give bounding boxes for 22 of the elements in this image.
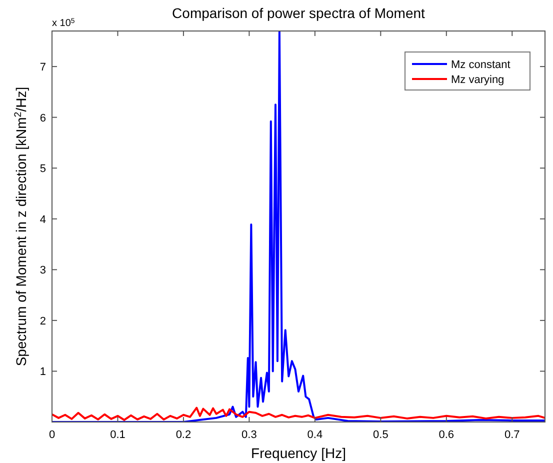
line-series	[52, 406, 545, 421]
y-tick-label: 7	[40, 62, 46, 74]
chart-title: Comparison of power spectra of Moment	[172, 5, 426, 21]
x-axis-title: Frequency [Hz]	[251, 445, 346, 461]
y-tick-label: 5	[40, 163, 46, 176]
x-tick-label: 0.1	[110, 429, 126, 441]
x-tick-label: 0.5	[373, 429, 388, 441]
x-tick-label: 0.3	[242, 429, 257, 441]
x-tick-label: 0.4	[307, 429, 323, 441]
text: x 10$^{5}$	[52, 18, 75, 29]
y-tick-label: 3	[40, 264, 46, 277]
legend-label: Mz constant	[451, 59, 510, 71]
y-tick-label: 6	[40, 112, 46, 124]
x-tick-label: 0	[48, 429, 56, 441]
y-tick-label: 4	[40, 214, 46, 226]
y-tick-label: 1	[40, 366, 46, 378]
y-tick-label: 2	[40, 315, 46, 328]
line-series	[52, 31, 545, 422]
x-tick-label: 0.7	[504, 429, 520, 441]
x-tick-label: 0.2	[176, 429, 192, 441]
legend-label: Mz varying	[451, 74, 504, 86]
x-tick-label: 0.6	[438, 429, 454, 441]
